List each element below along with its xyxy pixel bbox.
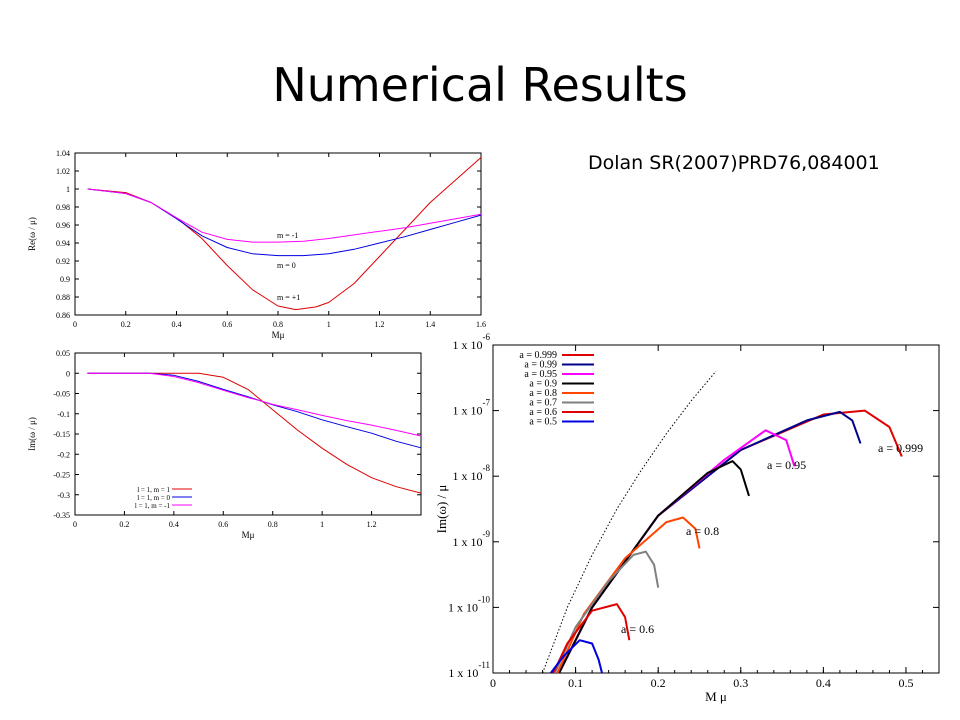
x-tick-label: 0 [73,320,77,329]
y-axis-label: Im(ω / μ) [27,417,37,451]
y-tick-label: -0.35 [53,511,70,520]
y-tick-label: 0.98 [56,203,70,212]
x-tick-label: 0.6 [218,520,228,529]
legend-label: a = 0.8 [529,388,557,399]
legend-label: l = 1, m = 0 [137,494,170,502]
curve-annotation: m = -1 [277,231,298,240]
series-line [553,550,660,673]
y-tick-label: 0.88 [56,293,70,302]
slide-title: Numerical Results [272,58,688,112]
reference-curve [542,370,717,673]
x-tick-label: 0.3 [733,676,748,690]
x-axis-label: M μ [705,689,727,704]
x-tick-label: 0.4 [172,320,182,329]
y-axis-label: Im(ω) / μ [434,485,449,534]
y-tick-label: -0.05 [53,390,70,399]
y-tick-label: -0.15 [53,430,70,439]
y-axis-label: Re(ω / μ) [27,217,37,251]
x-tick-label: 1 [320,520,324,529]
legend-label: a = 0.999 [519,350,557,361]
x-tick-label: 0.8 [268,520,278,529]
x-tick-label: 0.1 [568,676,583,690]
series-line [550,639,603,673]
plot-frame [492,344,940,674]
x-tick-label: 0.8 [273,320,283,329]
series-line [87,372,422,494]
y-tick-label: -0.2 [57,450,70,459]
legend-label: a = 0.99 [524,360,557,371]
series-line [558,460,750,673]
x-axis-label: Mμ [242,530,255,540]
chart-background [490,343,942,695]
y-tick-label: 1 x 10-10 [448,594,490,614]
x-tick-label: 1.2 [375,320,385,329]
x-tick-label: 1.6 [476,320,486,329]
curve-annotation: m = +1 [277,293,300,302]
x-tick-label: 0.4 [169,520,179,529]
curve-annotation: a = 0.6 [621,622,654,636]
y-tick-label: 0.9 [60,275,70,284]
legend-label: a = 0.5 [529,417,557,428]
x-tick-label: 1.4 [425,320,435,329]
series-line [552,603,631,673]
x-tick-label: 0.2 [119,520,129,529]
y-tick-label: 1 [66,185,70,194]
x-tick-label: 0.4 [816,676,831,690]
y-tick-label: -0.25 [53,471,70,480]
legend-label: l = 1, m = 1 [137,486,170,494]
legend-label: l = 1, m = -1 [135,502,171,510]
x-tick-label: 0.6 [222,320,232,329]
legend-label: a = 0.95 [524,369,557,380]
y-tick-label: 1 x 10-8 [453,463,491,483]
y-tick-label: 1.02 [56,167,70,176]
y-tick-label: 0.94 [56,239,70,248]
legend-label: a = 0.7 [529,398,557,409]
curve-annotation: a = 0.999 [878,441,923,455]
curve-annotation: m = 0 [277,261,296,270]
series-line [87,372,422,437]
curve-annotation: a = 0.8 [686,524,719,538]
legend-label: a = 0.9 [529,379,557,390]
citation-text: Dolan SR(2007)PRD76,084001 [588,152,880,174]
x-tick-label: 0.2 [651,676,666,690]
y-tick-label: 1 x 10-7 [453,398,491,418]
x-tick-label: 0 [73,520,77,529]
legend-label: a = 0.6 [529,407,557,418]
y-tick-label: 0 [66,369,70,378]
x-tick-label: 1.2 [367,520,377,529]
y-tick-label: 0.96 [56,221,70,230]
y-tick-label: 1 x 10-9 [453,529,491,549]
x-tick-label: 0 [490,676,496,690]
x-tick-label: 1 [327,320,331,329]
y-tick-label: 1 x 10-11 [448,660,490,680]
curve-annotation: a = 0.95 [767,458,806,472]
series-line [87,188,482,243]
y-tick-label: 0.92 [56,257,70,266]
y-tick-label: 1.04 [56,149,70,158]
y-tick-label: -0.3 [57,491,70,500]
y-tick-label: 0.05 [56,349,70,358]
x-tick-label: 0.5 [898,676,913,690]
y-tick-label: 1 x 10-6 [453,332,491,352]
y-tick-label: -0.1 [57,410,70,419]
x-tick-label: 0.2 [121,320,131,329]
y-tick-label: 0.86 [56,311,70,320]
x-axis-label: Mμ [272,330,285,340]
